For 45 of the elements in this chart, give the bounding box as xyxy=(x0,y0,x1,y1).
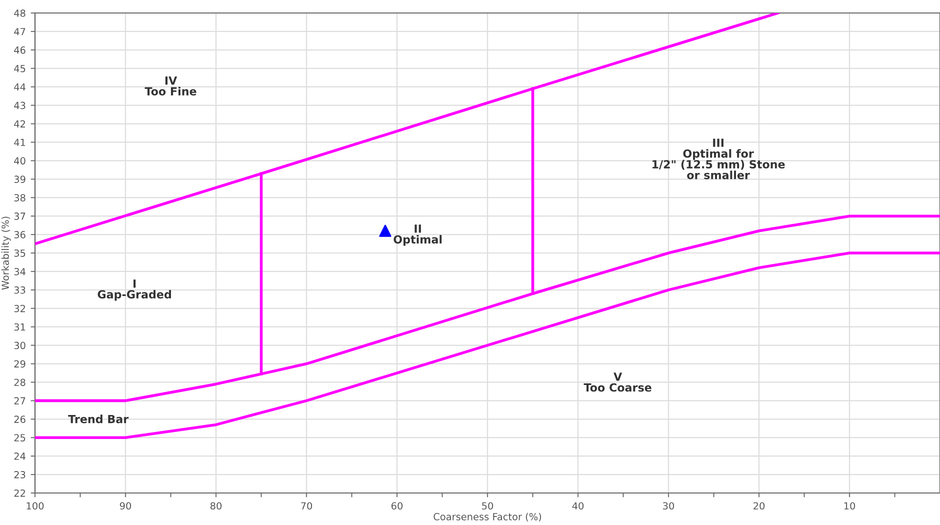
annotation: V Too Coarse xyxy=(584,372,652,392)
y-tick-label: 43 xyxy=(14,102,26,110)
x-tick-label: 30 xyxy=(663,502,674,510)
y-tick-label: 29 xyxy=(14,360,26,368)
y-tick-label: 23 xyxy=(14,471,26,478)
annotation: Trend Bar xyxy=(68,414,129,424)
x-tick-label: 90 xyxy=(120,502,132,510)
y-tick-label: 38 xyxy=(14,194,26,202)
y-tick-label: 41 xyxy=(14,138,26,146)
y-tick-label: 28 xyxy=(14,378,26,386)
y-axis-title: Workability (%) xyxy=(1,216,11,290)
x-tick-label: 60 xyxy=(391,502,403,510)
y-tick-label: 22 xyxy=(14,489,25,497)
y-tick-label: 36 xyxy=(14,231,26,238)
x-tick-label: 10 xyxy=(844,502,856,510)
y-tick-label: 40 xyxy=(14,157,26,165)
y-tick-label: 48 xyxy=(14,9,26,17)
y-tick-label: 33 xyxy=(14,286,26,294)
x-tick-label: 50 xyxy=(482,502,494,510)
y-tick-label: 25 xyxy=(14,434,26,442)
y-tick-label: 42 xyxy=(14,120,25,128)
y-tick-label: 39 xyxy=(14,176,26,183)
annotation: I Gap-Graded xyxy=(98,280,171,301)
x-tick-label: 100 xyxy=(26,502,44,510)
y-tick-label: 44 xyxy=(14,83,26,91)
x-tick-label: 80 xyxy=(210,502,222,510)
y-tick-label: 45 xyxy=(14,64,26,72)
annotation: III Optimal for 1/2" (12.5 mm) Stone or smaller xyxy=(652,138,785,180)
y-tick-label: 47 xyxy=(14,28,26,36)
y-tick-label: 46 xyxy=(14,46,26,54)
annotation: IV Too Fine xyxy=(144,76,196,96)
y-tick-label: 32 xyxy=(14,304,25,312)
y-tick-label: 24 xyxy=(14,452,26,460)
y-tick-label: 27 xyxy=(14,397,26,404)
y-tick-label: 37 xyxy=(14,212,26,220)
y-tick-label: 31 xyxy=(14,323,26,331)
y-tick-label: 35 xyxy=(14,249,26,257)
y-tick-label: 34 xyxy=(14,268,26,276)
x-tick-label: 70 xyxy=(301,502,312,510)
y-tick-label: 30 xyxy=(14,342,26,350)
y-tick-label: 26 xyxy=(14,416,26,423)
x-axis-title: Coarseness Factor (%) xyxy=(434,512,542,522)
x-tick-label: 40 xyxy=(572,502,584,510)
annotation: II Optimal xyxy=(394,224,442,246)
x-tick-label: 20 xyxy=(754,502,765,510)
